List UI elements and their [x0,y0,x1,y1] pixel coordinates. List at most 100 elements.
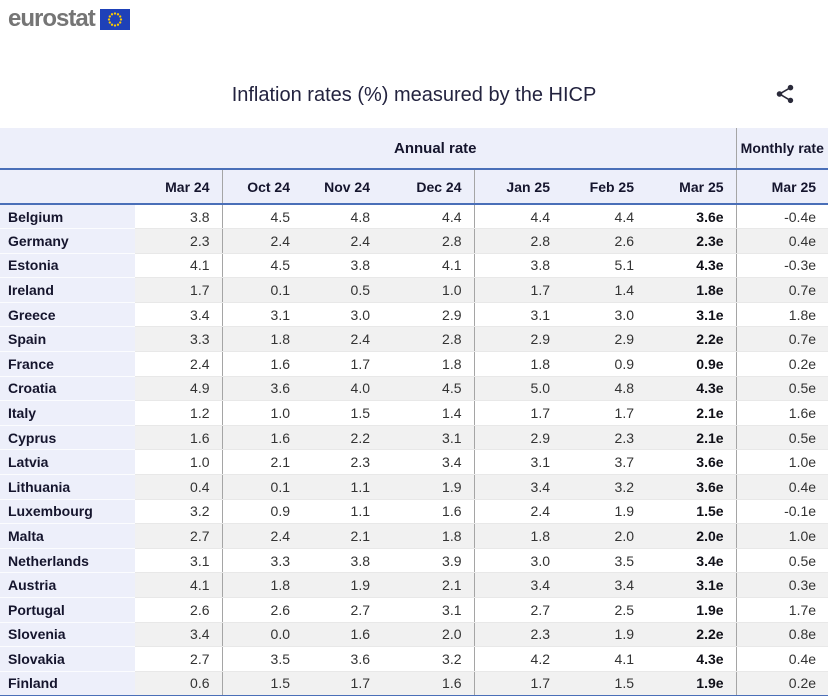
annual-value-cell: 2.4 [135,351,223,377]
annual-value-cell: 3.8 [474,253,562,279]
annual-value-cell: 1.6 [222,425,302,451]
group-header-row: Annual rate Monthly rate [0,128,828,170]
annual-value-cell: 1.5 [222,671,302,696]
annual-value-cell: 2.9 [382,302,475,328]
monthly-value-cell: 0.5e [736,548,828,574]
annual-value-cell: 2.8 [474,228,562,254]
monthly-value-cell: 0.8e [736,622,828,648]
annual-value-cell: 1.8e [646,277,737,303]
country-label: Malta [0,523,135,549]
annual-value-cell: 4.3e [646,253,737,279]
annual-value-cell: 1.0 [222,400,302,426]
annual-value-cell: 4.1 [562,646,646,672]
monthly-value-cell: -0.4e [736,204,828,230]
annual-value-cell: 1.1 [302,499,382,525]
table-row: Netherlands 3.1 3.3 3.8 3.9 3.0 3.5 3.4e 0.5e [0,548,828,574]
annual-value-cell: 2.4 [222,228,302,254]
annual-value-cell: 3.5 [222,646,302,672]
column-header: Nov 24 [302,169,382,205]
annual-value-cell: 2.8 [382,326,475,353]
annual-value-cell: 3.0 [302,302,382,328]
monthly-value-cell: 1.6e [736,400,828,426]
table-row: Cyprus 1.6 1.6 2.2 3.1 2.9 2.3 2.1e 0.5e [0,425,828,451]
annual-value-cell: 4.3e [646,376,737,402]
annual-value-cell: 3.8 [302,253,382,279]
column-header: Mar 24 [135,169,223,205]
annual-value-cell: 1.2 [135,400,223,426]
annual-value-cell: 0.4 [135,474,223,500]
annual-value-cell: 2.1 [382,572,475,598]
annual-value-cell: 3.1 [474,449,562,476]
annual-value-cell: 4.4 [382,204,475,230]
monthly-value-cell: -0.3e [736,253,828,279]
annual-value-cell: 3.3 [222,548,302,574]
annual-value-cell: 2.7 [135,523,223,549]
annual-value-cell: 5.1 [562,253,646,279]
table-row: Estonia 4.1 4.5 3.8 4.1 3.8 5.1 4.3e -0.3e [0,253,828,279]
annual-rate-header: Annual rate [135,128,737,170]
annual-value-cell: 3.1 [382,597,475,623]
table-row: Luxembourg 3.2 0.9 1.1 1.6 2.4 1.9 1.5e -0.1e [0,499,828,525]
annual-value-cell: 1.7 [562,400,646,426]
annual-value-cell: 1.6 [135,425,223,451]
monthly-value-cell: 1.0e [736,449,828,476]
annual-value-cell: 2.5 [562,597,646,623]
annual-value-cell: 2.2e [646,326,737,353]
annual-value-cell: 2.9 [474,326,562,353]
annual-value-cell: 1.9e [646,671,737,696]
monthly-value-cell: 1.8e [736,302,828,328]
table-row: Portugal 2.6 2.6 2.7 3.1 2.7 2.5 1.9e 1.7e [0,597,828,623]
annual-value-cell: 4.1 [135,572,223,598]
annual-value-cell: 3.2 [135,499,223,525]
monthly-value-cell: 0.2e [736,671,828,696]
annual-value-cell: 2.3e [646,228,737,254]
annual-value-cell: 3.0 [562,302,646,328]
annual-value-cell: 4.2 [474,646,562,672]
annual-value-cell: 2.7 [474,597,562,623]
table-row: Slovenia 3.4 0.0 1.6 2.0 2.3 1.9 2.2e 0.8e [0,622,828,648]
annual-value-cell: 1.6 [302,622,382,648]
corner-cell [0,169,135,205]
eurostat-logo-text: eurostat [8,5,96,32]
corner-cell [0,128,135,170]
country-label: Austria [0,572,135,598]
annual-value-cell: 3.1 [382,425,475,451]
annual-value-cell: 3.8 [302,548,382,574]
annual-value-cell: 2.2e [646,622,737,648]
annual-value-cell: 3.8 [135,204,223,230]
annual-value-cell: 2.3 [302,449,382,476]
annual-value-cell: 3.6e [646,204,737,230]
annual-value-cell: 2.8 [382,228,475,254]
annual-value-cell: 3.6 [302,646,382,672]
annual-value-cell: 4.5 [222,204,302,230]
monthly-value-cell: 0.2e [736,351,828,377]
annual-value-cell: 1.5 [302,400,382,426]
annual-value-cell: 3.2 [382,646,475,672]
country-label: France [0,351,135,377]
share-button[interactable] [772,82,798,108]
annual-value-cell: 0.6 [135,671,223,696]
monthly-value-cell: -0.1e [736,499,828,525]
eurostat-logo[interactable]: eurostat [8,5,130,32]
annual-value-cell: 1.7 [302,671,382,696]
annual-value-cell: 3.1 [222,302,302,328]
country-label: Lithuania [0,474,135,500]
country-label: Slovakia [0,646,135,672]
country-label: Croatia [0,376,135,402]
annual-value-cell: 4.9 [135,376,223,402]
annual-value-cell: 3.1e [646,302,737,328]
annual-value-cell: 1.9 [302,572,382,598]
annual-value-cell: 2.6 [222,597,302,623]
annual-value-cell: 1.7 [474,277,562,303]
monthly-value-cell: 0.4e [736,474,828,500]
annual-value-cell: 2.3 [135,228,223,254]
annual-value-cell: 2.6 [562,228,646,254]
annual-value-cell: 2.1 [222,449,302,476]
column-header: Oct 24 [222,169,302,205]
annual-value-cell: 1.9 [562,499,646,525]
country-label: Estonia [0,253,135,279]
country-label: Italy [0,400,135,426]
table-row: Greece 3.4 3.1 3.0 2.9 3.1 3.0 3.1e 1.8e [0,302,828,328]
annual-value-cell: 3.4e [646,548,737,574]
annual-value-cell: 5.0 [474,376,562,402]
